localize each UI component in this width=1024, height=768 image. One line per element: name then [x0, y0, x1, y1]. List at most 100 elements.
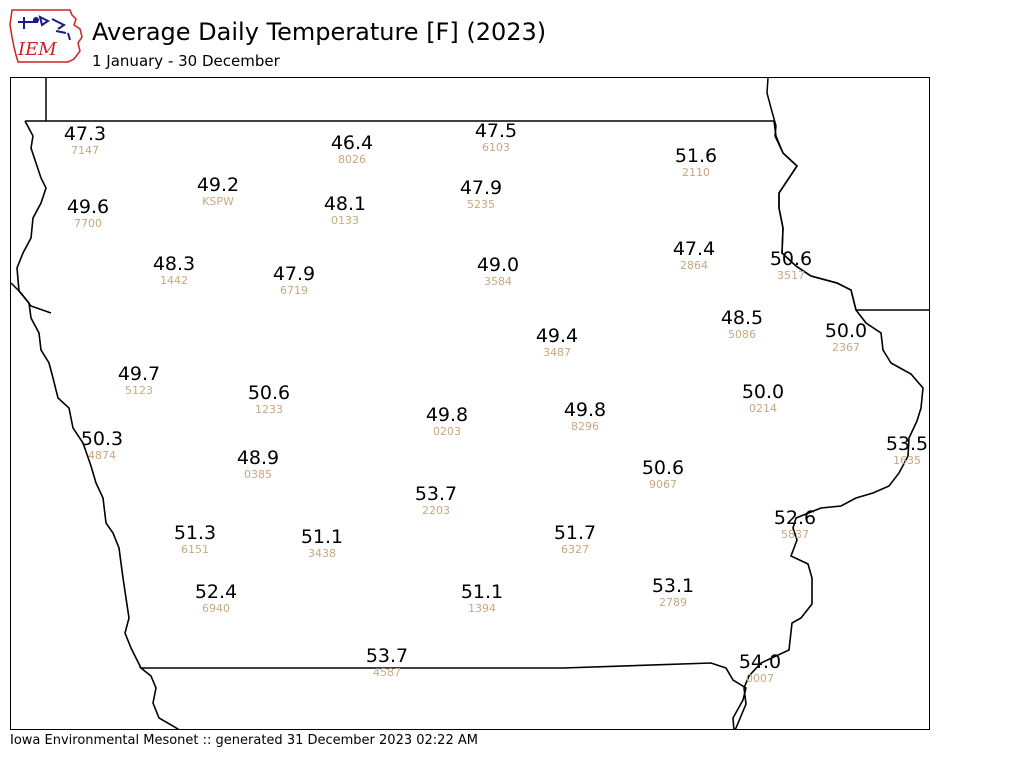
station-value: 51.7 [553, 522, 597, 544]
station-value: 50.6 [247, 382, 291, 404]
station-marker: 49.6 7700 [67, 197, 109, 230]
station-id: 2203 [422, 504, 450, 517]
station-marker: 52.6 5837 [774, 508, 816, 541]
station-marker: 47.4 2864 [673, 239, 715, 272]
station-marker: 46.4 8026 [331, 133, 373, 166]
station-marker: 49.8 0203 [426, 405, 468, 438]
station-id: 5837 [781, 528, 809, 541]
station-value: 50.0 [824, 320, 868, 342]
station-marker: 51.6 2110 [675, 146, 717, 179]
station-id: 1442 [160, 274, 188, 287]
station-marker: 48.3 1442 [153, 254, 195, 287]
station-id: KSPW [202, 195, 234, 208]
station-marker: 48.9 0385 [237, 448, 279, 481]
station-marker: 48.1 0133 [324, 194, 366, 227]
station-value: 49.6 [66, 196, 110, 218]
station-id: 8026 [338, 153, 366, 166]
station-value: 47.9 [459, 177, 503, 199]
station-id: 2864 [680, 259, 708, 272]
station-id: 0214 [749, 402, 777, 415]
map-subtitle: 1 January - 30 December [92, 52, 280, 70]
station-marker: 50.6 9067 [642, 458, 684, 491]
station-id: 2110 [682, 166, 710, 179]
station-id: 5235 [467, 198, 495, 211]
station-value: 50.0 [741, 381, 785, 403]
station-marker: 53.7 2203 [415, 484, 457, 517]
station-value: 50.6 [769, 248, 813, 270]
station-marker: 49.8 8296 [564, 400, 606, 433]
nebraska-southdakota-border [11, 282, 52, 314]
station-value: 48.9 [236, 447, 280, 469]
station-value: 52.4 [194, 581, 238, 603]
station-marker: 47.5 6103 [475, 121, 517, 154]
station-id: 3584 [484, 275, 512, 288]
station-marker: 49.4 3487 [536, 326, 578, 359]
station-value: 51.1 [460, 581, 504, 603]
station-id: 6327 [561, 543, 589, 556]
station-marker: 49.2 KSPW [197, 175, 239, 208]
map-title: Average Daily Temperature [F] (2023) [92, 18, 547, 46]
station-id: 7700 [74, 217, 102, 230]
station-marker: 49.7 5123 [118, 364, 160, 397]
station-id: 6151 [181, 543, 209, 556]
station-id: 2789 [659, 596, 687, 609]
station-marker: 51.7 6327 [554, 523, 596, 556]
station-value: 48.5 [720, 307, 764, 329]
station-marker: 49.0 3584 [477, 255, 519, 288]
station-id: 5086 [728, 328, 756, 341]
station-marker: 50.6 3517 [770, 249, 812, 282]
station-value: 47.4 [672, 238, 716, 260]
station-marker: 51.1 3438 [301, 527, 343, 560]
station-value: 50.6 [641, 457, 685, 479]
station-value: 46.4 [330, 132, 374, 154]
station-id: 1635 [893, 454, 921, 467]
state-borders [11, 78, 929, 729]
station-value: 49.0 [476, 254, 520, 276]
station-id: 0385 [244, 468, 272, 481]
station-marker: 51.3 6151 [174, 523, 216, 556]
station-value: 53.7 [414, 483, 458, 505]
station-value: 49.7 [117, 363, 161, 385]
station-marker: 53.5 1635 [886, 434, 928, 467]
station-marker: 53.1 2789 [652, 576, 694, 609]
station-value: 51.3 [173, 522, 217, 544]
station-value: 51.1 [300, 526, 344, 548]
station-value: 51.6 [674, 145, 718, 167]
station-id: 0133 [331, 214, 359, 227]
station-marker: 47.9 6719 [273, 264, 315, 297]
station-marker: 48.5 5086 [721, 308, 763, 341]
iowa-outline [16, 120, 924, 729]
station-id: 4587 [373, 666, 401, 679]
station-id: 6940 [202, 602, 230, 615]
iem-logo: IEM [9, 9, 83, 63]
station-id: 2367 [832, 341, 860, 354]
station-value: 48.1 [323, 193, 367, 215]
weather-symbol-icon [18, 15, 71, 41]
station-marker: 54.0 0007 [739, 652, 781, 685]
station-marker: 53.7 4587 [366, 646, 408, 679]
station-value: 47.9 [272, 263, 316, 285]
station-id: 0203 [433, 425, 461, 438]
station-value: 49.8 [425, 404, 469, 426]
footer-credit: Iowa Environmental Mesonet :: generated … [10, 733, 478, 748]
station-value: 53.7 [365, 645, 409, 667]
station-id: 4874 [88, 449, 116, 462]
station-id: 9067 [649, 478, 677, 491]
station-id: 3517 [777, 269, 805, 282]
map-frame: 47.3 7147 46.4 8026 47.5 6103 51.6 2110 … [10, 77, 930, 730]
station-id: 1233 [255, 403, 283, 416]
station-id: 5123 [125, 384, 153, 397]
station-marker: 50.6 1233 [248, 383, 290, 416]
station-value: 53.5 [885, 433, 929, 455]
station-id: 3487 [543, 346, 571, 359]
station-value: 47.3 [63, 123, 107, 145]
station-value: 49.2 [196, 174, 240, 196]
station-value: 52.6 [773, 507, 817, 529]
station-id: 0007 [746, 672, 774, 685]
station-value: 48.3 [152, 253, 196, 275]
station-marker: 50.0 2367 [825, 321, 867, 354]
station-id: 8296 [571, 420, 599, 433]
station-id: 7147 [71, 144, 99, 157]
station-marker: 50.3 4874 [81, 429, 123, 462]
station-marker: 47.9 5235 [460, 178, 502, 211]
